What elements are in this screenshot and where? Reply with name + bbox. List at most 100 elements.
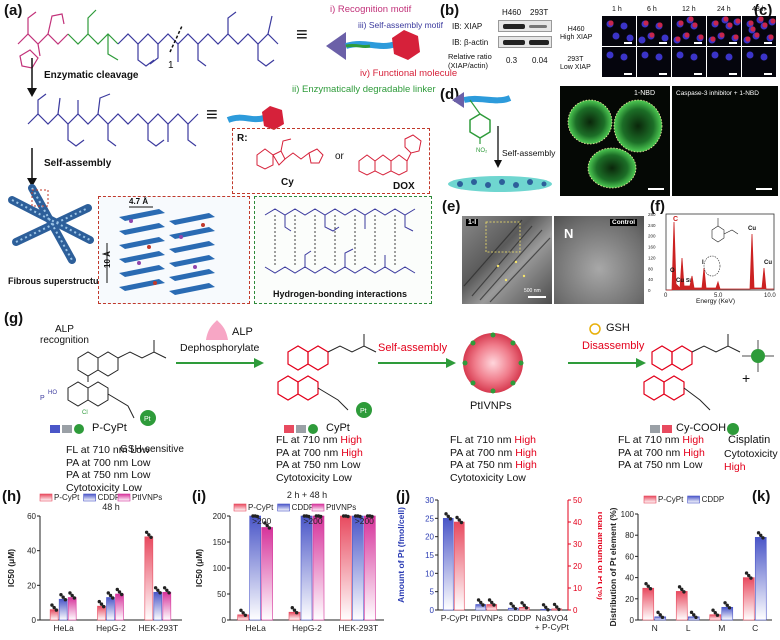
molecule-number: 1 xyxy=(168,60,174,71)
panel-b-label: (b) xyxy=(440,2,460,19)
data-dot xyxy=(509,601,513,606)
x-tick-label-0: HeLa xyxy=(246,623,267,633)
svg-text:HO: HO xyxy=(48,390,57,396)
data-dot xyxy=(459,520,464,525)
data-dot xyxy=(761,536,765,540)
prop-value: High xyxy=(724,460,746,473)
compound-cycooh: Cy-COOH xyxy=(676,422,727,434)
data-dot xyxy=(167,591,171,595)
label-1i: 1-I xyxy=(466,219,479,226)
legend-selfassembly: iii) Self-assembly motif xyxy=(358,20,444,30)
chart-title: 2 h + 48 h xyxy=(287,490,327,500)
band-actin-293t xyxy=(529,40,549,45)
data-dot xyxy=(723,601,727,605)
data-dot xyxy=(749,576,753,580)
prop-value: Low xyxy=(130,444,150,456)
panel-j: (j) 0 5 10 15 20 25 30 0 10 20 30 40 50 Amount of Pt … xyxy=(394,486,602,640)
data-dot xyxy=(147,533,151,537)
bar-0-0 xyxy=(49,609,59,621)
scale-bar-c-1-2 xyxy=(694,73,702,75)
eds-ytick-5: 200 xyxy=(648,234,656,239)
prop-line-2-0: FL at 710 nm High xyxy=(450,434,536,446)
arrow-down-2 xyxy=(27,148,37,187)
nanoparticle-icon xyxy=(462,332,524,394)
y-tick-label-0: 0 xyxy=(630,616,635,625)
data-dot xyxy=(290,606,294,610)
eds-ytick-6: 240 xyxy=(648,223,656,228)
compound-cypt: CyPt xyxy=(326,422,350,434)
y-tick-label-2: 40 xyxy=(27,547,36,556)
y-tick-label-5: 25 xyxy=(425,514,434,523)
beta-sheet-box: 4.7 Å 10 Å xyxy=(98,196,250,304)
label-self-assembly-d: Self-assembly xyxy=(502,148,556,158)
data-dot xyxy=(115,587,120,592)
y-tick-label-1: 20 xyxy=(625,595,634,604)
bar-0-2 xyxy=(67,597,77,621)
arrow-self-assembly xyxy=(378,358,456,368)
y2-axis-label: Total amount of Pt (%) xyxy=(596,510,602,600)
legend-functional: iv) Functional molecule xyxy=(360,68,458,79)
bar-1-0 xyxy=(288,611,301,621)
data-dot xyxy=(660,615,665,620)
hbond-box: Hydrogen-bonding interactions xyxy=(254,196,432,304)
beta-sheet-model xyxy=(106,206,215,295)
prop-value: Low xyxy=(332,471,352,484)
ratio-label: Relative ratio (XIAP/actin) xyxy=(448,52,492,70)
data-dot xyxy=(241,611,245,615)
alp-recognition-label: ALP recognition xyxy=(40,324,89,346)
peak-si: Si xyxy=(686,278,691,284)
panel-j-label-text: (j) xyxy=(396,488,411,505)
prop-value: Low xyxy=(131,469,151,481)
label-control: Control xyxy=(610,219,638,226)
data-dot xyxy=(448,517,453,521)
microscopy-grid xyxy=(602,16,778,78)
or-label: or xyxy=(335,151,344,162)
compound-ptivnps-text: PtIVNPs xyxy=(470,400,512,412)
bar-2-0 xyxy=(144,536,154,621)
panel-i: (i) 0 50 100 150 200 IC50 (μM) 2 h + 48 h HeLa >… xyxy=(190,486,390,640)
micro-cell-r0-c3 xyxy=(707,16,741,46)
data-dot xyxy=(165,588,169,592)
data-dot xyxy=(541,603,546,607)
panel-h-label: (h) xyxy=(2,488,21,505)
bar-1-2 xyxy=(115,593,124,621)
legend-label-0: P-CyPt xyxy=(658,495,684,504)
bar-0-2 xyxy=(261,527,273,621)
data-dot xyxy=(346,514,350,519)
row-label-293t: 293T Low XIAP xyxy=(560,56,591,71)
bar-0-0 xyxy=(237,614,249,621)
r-label: R: xyxy=(237,133,248,144)
band-xiap-h460 xyxy=(503,24,525,29)
eds-xlabel: Energy (KeV) xyxy=(696,298,736,305)
gsh-icon xyxy=(589,323,601,335)
micro-cell-r0-c2 xyxy=(672,16,706,46)
label-self-assembly: Self-assembly xyxy=(44,158,112,169)
x-tick-label-0: P-CyPt xyxy=(441,613,469,623)
prop-line-3-1: PA at 700 nm High xyxy=(618,447,705,459)
data-dot xyxy=(111,596,115,600)
bar-2-2 xyxy=(162,591,172,621)
chart-i: 0 50 100 150 200 IC50 (μM) 2 h + 48 h HeLa >200 H… xyxy=(194,490,384,633)
data-dot xyxy=(106,591,111,595)
arrow-dephos xyxy=(176,358,264,368)
annotation-2: >200 xyxy=(355,516,374,526)
bar-0-1 xyxy=(249,515,261,621)
bar-2-1 xyxy=(721,606,734,621)
x-tick-label-3: Na3VO4 xyxy=(535,613,568,623)
data-dot xyxy=(656,610,660,615)
eds-xtick-0: 0 xyxy=(664,293,668,299)
prop-line-3-0: FL at 710 nm High xyxy=(618,434,704,446)
data-dot xyxy=(54,608,59,612)
y-axis-label: Amount of Pt (fmol/cell) xyxy=(396,507,406,603)
time-header-row: 1 h 6 h 12 h 24 h 48 h xyxy=(602,6,778,16)
data-dot xyxy=(307,514,311,519)
micro-cell-r1-c0 xyxy=(602,47,636,77)
legend-swatch-1 xyxy=(277,503,290,512)
bar-0-0 xyxy=(442,518,454,611)
data-dot xyxy=(513,606,518,611)
bar-2-0 xyxy=(340,515,352,621)
svg-text:NO₂: NO₂ xyxy=(476,148,488,154)
bar-1-0 xyxy=(475,604,487,611)
alp-enzyme-icon xyxy=(206,320,228,340)
x-tick-label-1: PtIVNPs xyxy=(471,613,503,623)
